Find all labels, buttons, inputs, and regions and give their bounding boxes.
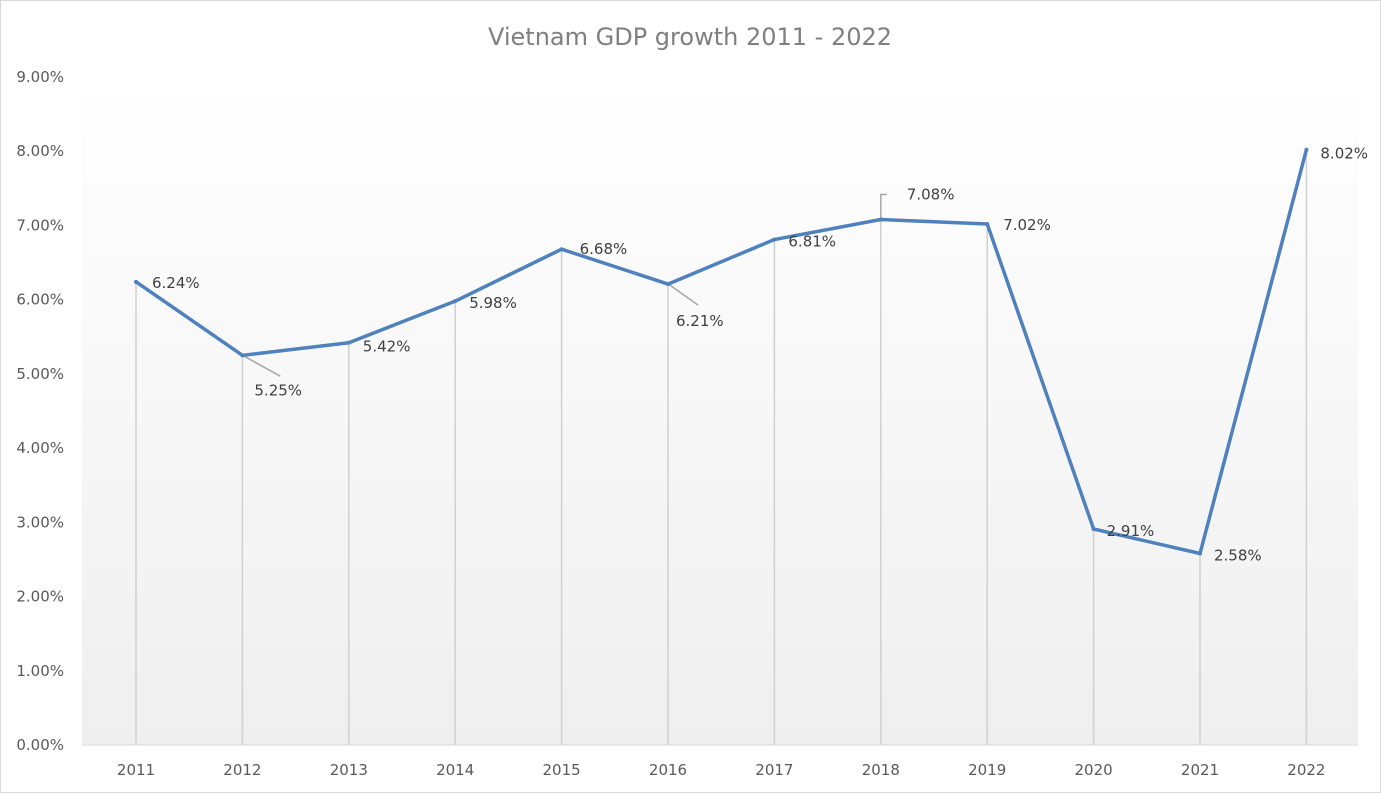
data-point — [878, 217, 883, 222]
data-label: 5.98% — [469, 294, 517, 312]
data-point — [1198, 551, 1202, 556]
y-tick-label: 7.00% — [16, 216, 64, 234]
data-point — [559, 247, 564, 252]
leader-line — [880, 193, 887, 218]
data-point — [240, 353, 245, 358]
x-tick-label: 2019 — [968, 761, 1006, 779]
data-point — [1304, 147, 1309, 152]
data-labels: 6.24% 5.25% 5.42% 5.98% 6.68% 6.21% 6.81% 7.08%… — [152, 145, 1368, 565]
y-tick-label: 3.00% — [16, 513, 64, 531]
data-point — [346, 340, 351, 345]
x-tick-label: 2017 — [755, 761, 793, 779]
y-tick-label: 4.00% — [16, 439, 64, 457]
data-point — [453, 299, 458, 304]
leader-lines — [244, 193, 887, 377]
x-tick-label: 2018 — [862, 761, 900, 779]
series-line-gdp-growth — [134, 147, 1309, 556]
data-label: 5.25% — [254, 381, 302, 399]
y-tick-label: 2.00% — [16, 588, 64, 606]
x-tick-label: 2012 — [223, 761, 261, 779]
chart-title: Vietnam GDP growth 2011 - 2022 — [488, 23, 892, 51]
plot-area — [82, 77, 1358, 745]
y-axis: 0.00% 1.00% 2.00% 3.00% 4.00% 5.00% 6.00% 7.00%… — [16, 68, 64, 754]
x-tick-label: 2020 — [1075, 761, 1113, 779]
drop-lines — [135, 149, 1308, 745]
data-label: 6.81% — [788, 233, 836, 251]
x-tick-label: 2011 — [117, 761, 155, 779]
data-label: 2.91% — [1107, 522, 1155, 540]
data-point — [985, 221, 990, 226]
y-tick-label: 5.00% — [16, 365, 64, 383]
data-label: 2.58% — [1214, 547, 1262, 565]
data-label: 6.21% — [676, 312, 724, 330]
data-label: 7.08% — [907, 186, 955, 204]
x-tick-label: 2013 — [330, 761, 368, 779]
data-point — [1091, 527, 1096, 532]
data-label: 5.42% — [363, 338, 411, 356]
data-point — [772, 237, 777, 242]
data-points — [134, 147, 1309, 556]
x-tick-label: 2022 — [1287, 761, 1325, 779]
x-tick-label: 2015 — [543, 761, 581, 779]
y-tick-label: 8.00% — [16, 142, 64, 160]
y-tick-label: 1.00% — [16, 662, 64, 680]
leader-line — [244, 355, 281, 377]
leader-line — [669, 284, 699, 306]
x-tick-label: 2014 — [436, 761, 474, 779]
data-label: 8.02% — [1320, 145, 1368, 163]
data-point — [134, 279, 138, 284]
data-label: 7.02% — [1003, 216, 1051, 234]
data-point — [666, 282, 670, 287]
x-tick-label: 2021 — [1181, 761, 1219, 779]
y-tick-label: 6.00% — [16, 291, 64, 309]
y-tick-label: 0.00% — [16, 736, 64, 754]
x-axis: 2011 2012 2013 2014 2015 2016 2017 2018 2019 2020… — [117, 761, 1326, 779]
x-tick-label: 2016 — [649, 761, 687, 779]
data-label: 6.24% — [152, 274, 200, 292]
y-tick-label: 9.00% — [16, 68, 64, 86]
data-label: 6.68% — [580, 240, 628, 258]
